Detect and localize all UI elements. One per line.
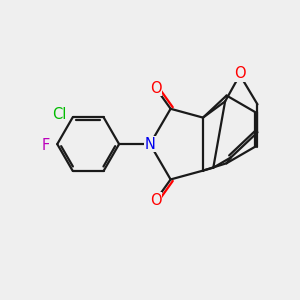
Text: O: O [150,81,162,96]
Text: N: N [145,136,155,152]
Text: O: O [150,193,162,208]
Text: F: F [41,138,50,153]
Text: Cl: Cl [52,107,67,122]
Text: O: O [234,66,246,81]
